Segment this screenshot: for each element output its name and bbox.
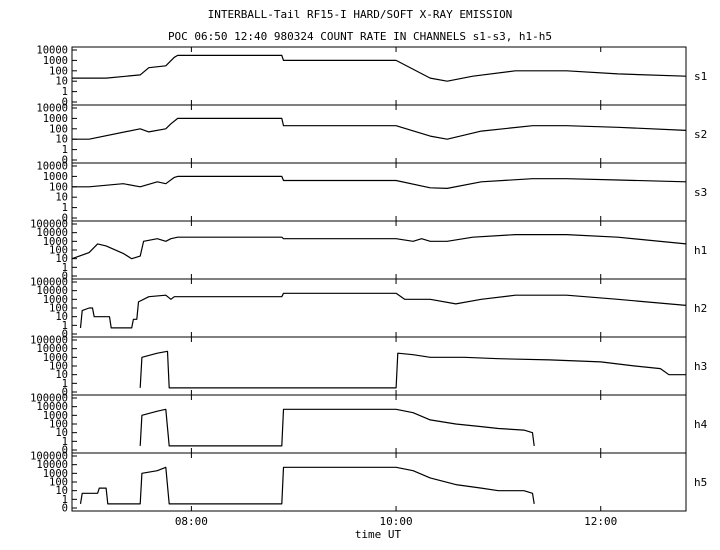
- y-tick-label: 0: [62, 155, 68, 167]
- y-tick-label: 0: [62, 329, 68, 341]
- y-tick-label: 100000: [30, 335, 68, 347]
- channel-label-s2: s2: [694, 128, 707, 141]
- y-tick-label: 1000: [43, 171, 68, 183]
- y-tick-label: 1: [62, 86, 68, 98]
- channel-label-s1: s1: [694, 70, 707, 83]
- panel-frame: [71, 104, 687, 164]
- x-tick-label: 10:00: [379, 515, 412, 528]
- y-tick-label: 0: [62, 271, 68, 283]
- y-tick-label: 100: [49, 65, 68, 77]
- y-tick-label: 1000: [43, 410, 68, 422]
- chart-subtitle: POC 06:50 12:40 980324 COUNT RATE IN CHA…: [167, 30, 553, 43]
- y-tick-label: 1: [62, 494, 68, 506]
- series-line-s2: [72, 117, 687, 140]
- y-tick-label: 0: [62, 445, 68, 457]
- y-tick-label: 100: [49, 245, 68, 257]
- y-tick-label: 100000: [30, 393, 68, 405]
- series-line-h4: [139, 408, 535, 447]
- panel-frame: [71, 452, 687, 512]
- y-tick-label: 10: [55, 311, 68, 323]
- y-tick-label: 10000: [36, 103, 68, 115]
- y-tick-label: 1000: [43, 236, 68, 248]
- x-tick-label: 08:00: [175, 515, 208, 528]
- panel-frame: [71, 46, 687, 106]
- y-tick-label: 10: [55, 76, 68, 88]
- y-tick-label: 1: [62, 378, 68, 390]
- panel-frame: [71, 394, 687, 454]
- y-tick-label: 10000: [36, 343, 68, 355]
- y-tick-label: 1000: [43, 294, 68, 306]
- y-tick-label: 10: [55, 134, 68, 146]
- y-tick-label: 0: [62, 213, 68, 225]
- y-tick-label: 1000: [43, 113, 68, 125]
- channel-label-h3: h3: [694, 360, 707, 373]
- y-tick-label: 10: [55, 369, 68, 381]
- chart-title: INTERBALL-Tail RF15-I HARD/SOFT X-RAY EM…: [207, 8, 513, 21]
- panel-frame: [71, 336, 687, 396]
- y-tick-label: 1: [62, 436, 68, 448]
- y-tick-label: 1000: [43, 352, 68, 364]
- y-tick-label: 0: [62, 387, 68, 399]
- y-tick-label: 0: [62, 503, 68, 515]
- y-tick-label: 1: [62, 262, 68, 274]
- y-tick-label: 1000: [43, 468, 68, 480]
- series-line-s1: [72, 54, 687, 82]
- series-line-h5: [79, 466, 535, 505]
- y-tick-label: 100000: [30, 277, 68, 289]
- y-tick-label: 10: [55, 427, 68, 439]
- series-line-s3: [72, 175, 687, 189]
- channel-label-h2: h2: [694, 302, 707, 315]
- y-tick-label: 10: [55, 253, 68, 265]
- y-tick-label: 100000: [30, 219, 68, 231]
- y-tick-label: 100: [49, 123, 68, 135]
- y-tick-label: 100: [49, 361, 68, 373]
- series-line-h1: [71, 234, 687, 260]
- y-tick-label: 100: [49, 419, 68, 431]
- series-line-h2: [79, 292, 687, 329]
- panel-frame: [71, 278, 687, 338]
- y-tick-label: 1: [62, 320, 68, 332]
- channel-label-h4: h4: [694, 418, 708, 431]
- y-tick-label: 10000: [36, 227, 68, 239]
- x-tick-label: 12:00: [584, 515, 617, 528]
- y-tick-label: 10000: [36, 401, 68, 413]
- y-tick-label: 10000: [36, 161, 68, 173]
- channel-label-h1: h1: [694, 244, 707, 257]
- panel-frame: [71, 220, 687, 280]
- y-tick-label: 100: [49, 477, 68, 489]
- x-axis-label: time UT: [355, 528, 402, 541]
- y-tick-label: 1: [62, 144, 68, 156]
- y-tick-label: 10000: [36, 45, 68, 57]
- y-tick-label: 10: [55, 485, 68, 497]
- y-tick-label: 100000: [30, 451, 68, 463]
- y-tick-label: 0: [62, 97, 68, 109]
- y-tick-label: 1: [62, 202, 68, 214]
- series-line-h3: [139, 350, 686, 389]
- y-tick-label: 10000: [36, 285, 68, 297]
- y-tick-label: 1000: [43, 55, 68, 67]
- channel-label-s3: s3: [694, 186, 707, 199]
- y-tick-label: 10: [55, 192, 68, 204]
- channel-label-h5: h5: [694, 476, 707, 489]
- y-tick-label: 100: [49, 181, 68, 193]
- y-tick-label: 100: [49, 303, 68, 315]
- panel-frame: [71, 162, 687, 222]
- y-tick-label: 10000: [36, 459, 68, 471]
